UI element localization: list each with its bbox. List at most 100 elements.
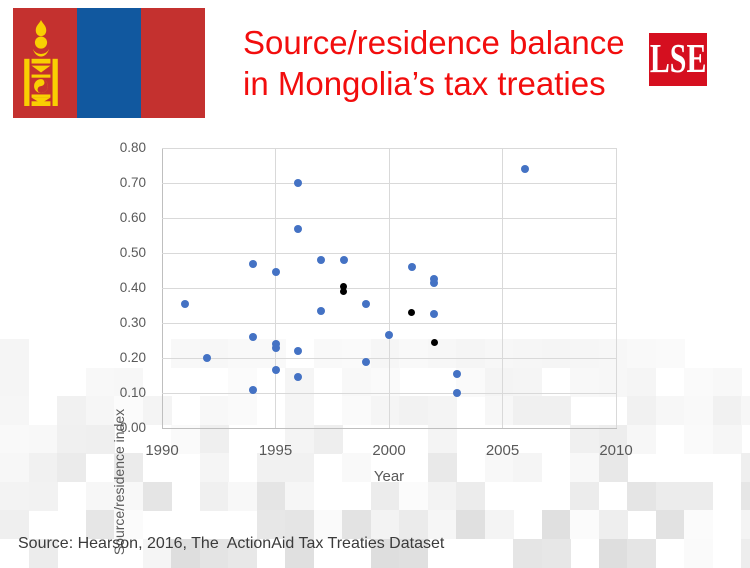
data-point-blue-points [248, 385, 257, 394]
checker-cell [199, 396, 229, 425]
checker-cell [256, 339, 286, 368]
x-tick-label: 1990 [145, 442, 179, 459]
y-tick-label: 0.40 [119, 280, 146, 295]
checker-cell [228, 396, 257, 425]
data-point-blue-points [316, 256, 325, 264]
checker-cell [85, 396, 115, 425]
checker-cell [741, 481, 750, 511]
checker-cell [85, 510, 115, 539]
checker-cell [541, 396, 571, 425]
checker-cell [741, 396, 750, 425]
checker-cell [342, 367, 371, 397]
checker-cell [399, 510, 428, 539]
data-point-blue-points [339, 256, 348, 264]
flag-red-stripe-right [141, 8, 205, 118]
checker-cell [114, 396, 143, 425]
checker-cell [114, 453, 143, 482]
checker-cell [484, 453, 514, 482]
checker-cell [57, 453, 86, 482]
y-tick-label: 0.20 [119, 350, 146, 365]
h-gridline [162, 357, 617, 359]
checker-cell [427, 510, 457, 539]
checker-cell [370, 367, 400, 397]
checker-cell [627, 339, 656, 368]
data-point-black-points [430, 338, 438, 346]
checker-cell [570, 510, 599, 539]
data-point-black-points [340, 288, 348, 295]
checker-cell [456, 481, 485, 511]
y-tick-label: 0.80 [119, 140, 146, 155]
checker-cell [627, 424, 656, 454]
x-tick-label: 2005 [485, 442, 520, 459]
checker-cell [627, 367, 656, 397]
checker-cell [0, 367, 29, 397]
checker-cell [171, 424, 200, 454]
checker-cell [484, 367, 514, 397]
source-citation: Source: Hearson, 2016, The ActionAid Tax… [18, 535, 445, 552]
slide-title-line1: Source/residence balance [243, 24, 625, 61]
y-tick-label: 0.00 [119, 420, 146, 435]
checker-cell [684, 367, 713, 397]
checker-cell [399, 339, 428, 368]
checker-cell [655, 481, 685, 511]
checker-cell [28, 424, 58, 454]
checker-cell [85, 481, 115, 511]
h-gridline [162, 252, 617, 254]
checker-cell [570, 453, 599, 482]
checker-cell [484, 510, 514, 539]
checker-cell [741, 453, 750, 482]
checker-cell [427, 481, 457, 511]
data-point-blue-points [407, 263, 416, 271]
x-axis-line [162, 428, 617, 429]
x-tick-label: 1995 [258, 442, 293, 459]
data-point-blue-points [271, 343, 280, 352]
checker-cell [85, 424, 115, 454]
checker-cell [741, 510, 750, 539]
checker-cell [655, 510, 685, 539]
checker-cell [456, 339, 485, 368]
checker-cell [541, 510, 571, 539]
lse-logo-text: LSE [649, 36, 707, 82]
data-point-blue-points [180, 299, 189, 308]
checker-cell [598, 453, 628, 482]
soyombo-icon [24, 20, 58, 106]
checker-cell [370, 510, 400, 539]
h-gridline [162, 147, 617, 149]
h-gridline [162, 392, 617, 394]
checker-cell [199, 481, 229, 511]
checker-cell [313, 339, 343, 368]
checker-cell [427, 424, 457, 454]
data-point-blue-points [430, 278, 439, 287]
data-point-black-points [408, 309, 416, 316]
checker-cell [627, 481, 656, 511]
checker-cell [684, 510, 713, 539]
v-gridline [615, 148, 617, 428]
lse-logo: LSE [649, 33, 707, 86]
flag-blue-stripe [77, 8, 141, 118]
checker-cell [484, 339, 514, 368]
checker-cell [0, 481, 29, 511]
checker-cell [342, 396, 371, 425]
checker-cell [256, 481, 286, 511]
checker-cell [342, 510, 371, 539]
data-point-blue-points [430, 310, 439, 319]
y-tick-label: 0.70 [119, 175, 146, 190]
checker-cell [0, 396, 29, 425]
data-point-blue-points [248, 259, 257, 268]
checker-cell [570, 367, 599, 397]
checker-cell [370, 396, 400, 425]
checker-cell [598, 424, 628, 454]
x-tick-label: 2000 [372, 442, 406, 459]
h-gridline [162, 322, 617, 324]
checker-cell [456, 510, 485, 539]
data-point-blue-points [294, 347, 303, 355]
checker-cell [513, 367, 542, 397]
data-point-blue-points [362, 299, 371, 308]
checker-cell [57, 396, 86, 425]
checker-cell [114, 481, 143, 511]
checker-cell [712, 367, 742, 397]
checker-cell [171, 339, 200, 368]
v-gridline [388, 148, 390, 428]
